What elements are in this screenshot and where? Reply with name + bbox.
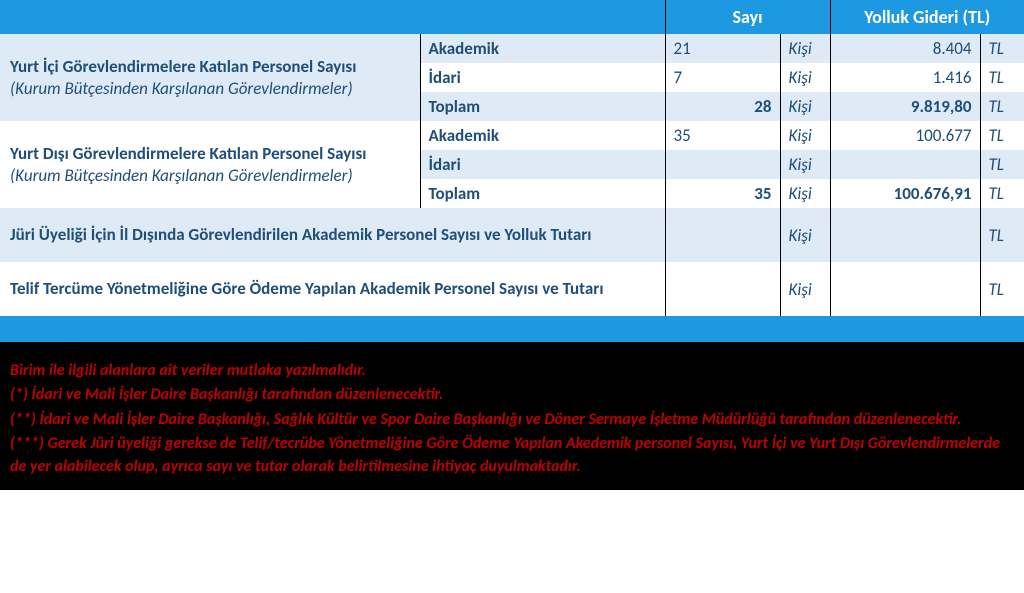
separator-blue	[0, 316, 1024, 342]
abroad-academic-amount: 100.677	[830, 121, 980, 150]
unit-person: Kişi	[780, 34, 830, 63]
unit-person: Kişi	[780, 121, 830, 150]
domestic-academic-amount: 8.404	[830, 34, 980, 63]
unit-currency: TL	[980, 63, 1024, 92]
domestic-total-amount: 9.819,80	[830, 92, 980, 121]
domestic-admin-label: İdari	[420, 63, 665, 92]
header-blank	[420, 0, 665, 34]
copyright-row: Telif Tercüme Yönetmeliğine Göre Ödeme Y…	[0, 262, 1024, 316]
abroad-academic-label: Akademik	[420, 121, 665, 150]
abroad-title: Yurt Dışı Görevlendirmelere Katılan Pers…	[10, 143, 366, 164]
unit-person: Kişi	[780, 262, 830, 316]
domestic-academic-row: Yurt İçi Görevlendirmelere Katılan Perso…	[0, 34, 1024, 63]
domestic-label: Yurt İçi Görevlendirmelere Katılan Perso…	[0, 34, 420, 121]
copyright-amount	[830, 262, 980, 316]
unit-currency: TL	[980, 150, 1024, 179]
domestic-admin-amount: 1.416	[830, 63, 980, 92]
footnote-4: (***) Gerek Jüri üyeliği gerekse de Teli…	[10, 433, 1014, 478]
unit-currency: TL	[980, 34, 1024, 63]
unit-currency: TL	[980, 92, 1024, 121]
unit-currency: TL	[980, 121, 1024, 150]
abroad-total-label: Toplam	[420, 179, 665, 208]
domestic-admin-count: 7	[665, 63, 780, 92]
abroad-total-amount: 100.676,91	[830, 179, 980, 208]
abroad-academic-row: Yurt Dışı Görevlendirmelere Katılan Pers…	[0, 121, 1024, 150]
abroad-admin-count	[665, 150, 780, 179]
header-count: Sayı	[665, 0, 830, 34]
copyright-count	[665, 262, 780, 316]
domestic-note: (Kurum Bütçesinden Karşılanan Görevlendi…	[10, 78, 353, 99]
jury-count	[665, 208, 780, 262]
abroad-admin-label: İdari	[420, 150, 665, 179]
domestic-title: Yurt İçi Görevlendirmelere Katılan Perso…	[10, 56, 356, 77]
footnote-1: Birim ile ilgili alanlara ait veriler mu…	[10, 360, 1014, 382]
abroad-note: (Kurum Bütçesinden Karşılanan Görevlendi…	[10, 165, 353, 186]
unit-currency: TL	[980, 179, 1024, 208]
footnote-2: (*) İdari ve Mali İşler Daire Başkanlığı…	[10, 384, 1014, 406]
unit-currency: TL	[980, 208, 1024, 262]
abroad-label: Yurt Dışı Görevlendirmelere Katılan Pers…	[0, 121, 420, 208]
abroad-academic-count: 35	[665, 121, 780, 150]
unit-currency: TL	[980, 262, 1024, 316]
jury-row: Jüri Üyeliği İçin İl Dışında Görevlendir…	[0, 208, 1024, 262]
unit-person: Kişi	[780, 92, 830, 121]
domestic-academic-count: 21	[665, 34, 780, 63]
footnote-3: (**) İdari ve Mali İşler Daire Başkanlığ…	[10, 409, 1014, 431]
abroad-total-count: 35	[665, 179, 780, 208]
unit-person: Kişi	[780, 208, 830, 262]
domestic-total-label: Toplam	[420, 92, 665, 121]
copyright-title: Telif Tercüme Yönetmeliğine Göre Ödeme Y…	[0, 262, 665, 316]
header-blank	[0, 0, 420, 34]
unit-person: Kişi	[780, 150, 830, 179]
unit-person: Kişi	[780, 63, 830, 92]
table-header-row: Sayı Yolluk Gideri (TL)	[0, 0, 1024, 34]
unit-person: Kişi	[780, 179, 830, 208]
jury-amount	[830, 208, 980, 262]
abroad-admin-amount	[830, 150, 980, 179]
domestic-academic-label: Akademik	[420, 34, 665, 63]
travel-expense-table: Sayı Yolluk Gideri (TL) Yurt İçi Görevle…	[0, 0, 1024, 350]
header-expense: Yolluk Gideri (TL)	[830, 0, 1024, 34]
jury-title: Jüri Üyeliği İçin İl Dışında Görevlendir…	[0, 208, 665, 262]
domestic-total-count: 28	[665, 92, 780, 121]
footnotes: Birim ile ilgili alanlara ait veriler mu…	[0, 350, 1024, 490]
separator-black	[0, 342, 1024, 350]
